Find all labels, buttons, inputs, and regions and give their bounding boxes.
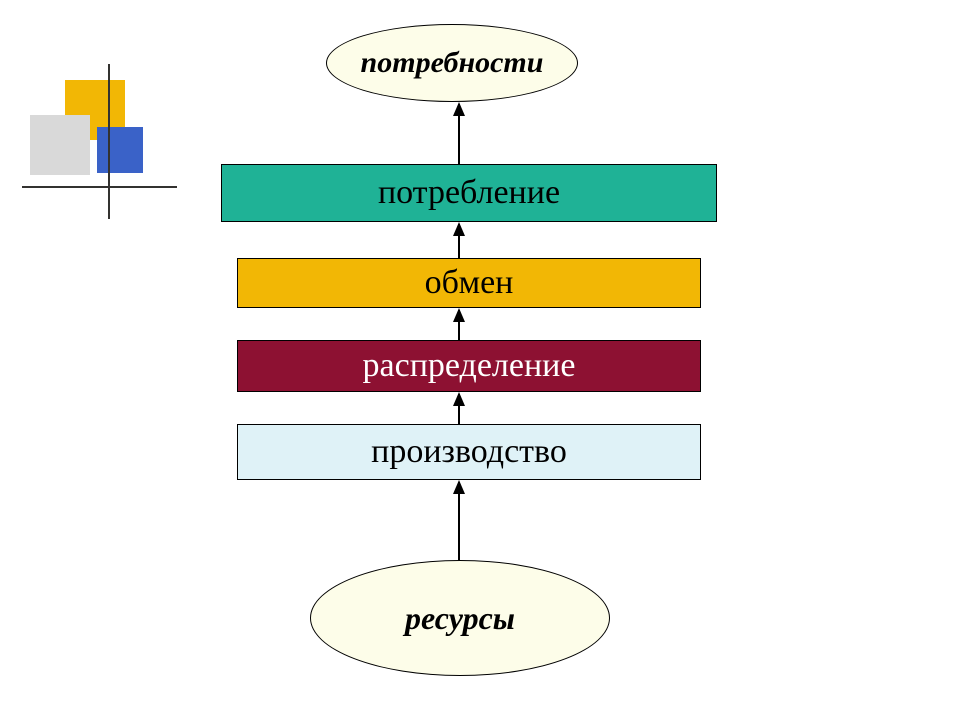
- rect-distribution-label: распределение: [363, 349, 576, 383]
- ellipse-needs-label: потребности: [361, 46, 544, 80]
- rect-exchange: обмен: [237, 258, 701, 308]
- rect-distribution: распределение: [237, 340, 701, 392]
- arrow-shaft: [458, 104, 460, 164]
- ellipse-needs: потребности: [326, 24, 578, 102]
- diagram-stage: потребности потребление обмен распределе…: [0, 0, 960, 720]
- arrow-shaft: [458, 224, 460, 258]
- ellipse-resources-label: ресурсы: [405, 600, 515, 637]
- ellipse-resources: ресурсы: [310, 560, 610, 676]
- rect-exchange-label: обмен: [425, 266, 514, 300]
- logo-square-blue: [97, 127, 143, 173]
- arrow-shaft: [458, 394, 460, 424]
- logo-horizontal-line: [22, 186, 177, 188]
- rect-consumption: потребление: [221, 164, 717, 222]
- logo-vertical-line: [108, 64, 110, 219]
- rect-production: производство: [237, 424, 701, 480]
- logo-square-gray: [30, 115, 90, 175]
- arrow-shaft: [458, 482, 460, 560]
- arrow-shaft: [458, 310, 460, 340]
- rect-consumption-label: потребление: [378, 176, 560, 210]
- rect-production-label: производство: [371, 435, 567, 469]
